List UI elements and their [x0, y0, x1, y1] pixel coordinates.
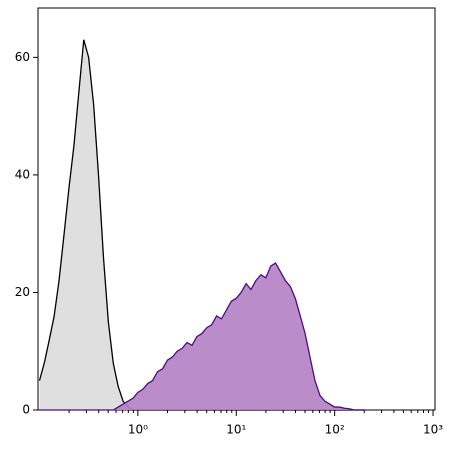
- y-tick-label: 40: [15, 167, 30, 181]
- histogram-area: [39, 39, 365, 411]
- x-tick-label: 10⁰: [128, 423, 148, 437]
- y-tick-label: 20: [15, 285, 30, 299]
- histogram-area: [39, 263, 365, 410]
- y-tick-label: 0: [22, 403, 30, 417]
- x-tick-label: 10³: [423, 423, 443, 437]
- x-tick-label: 10²: [325, 423, 345, 437]
- y-tick-label: 60: [15, 50, 30, 64]
- x-tick-label: 10¹: [226, 423, 246, 437]
- histogram-outline: [39, 262, 365, 411]
